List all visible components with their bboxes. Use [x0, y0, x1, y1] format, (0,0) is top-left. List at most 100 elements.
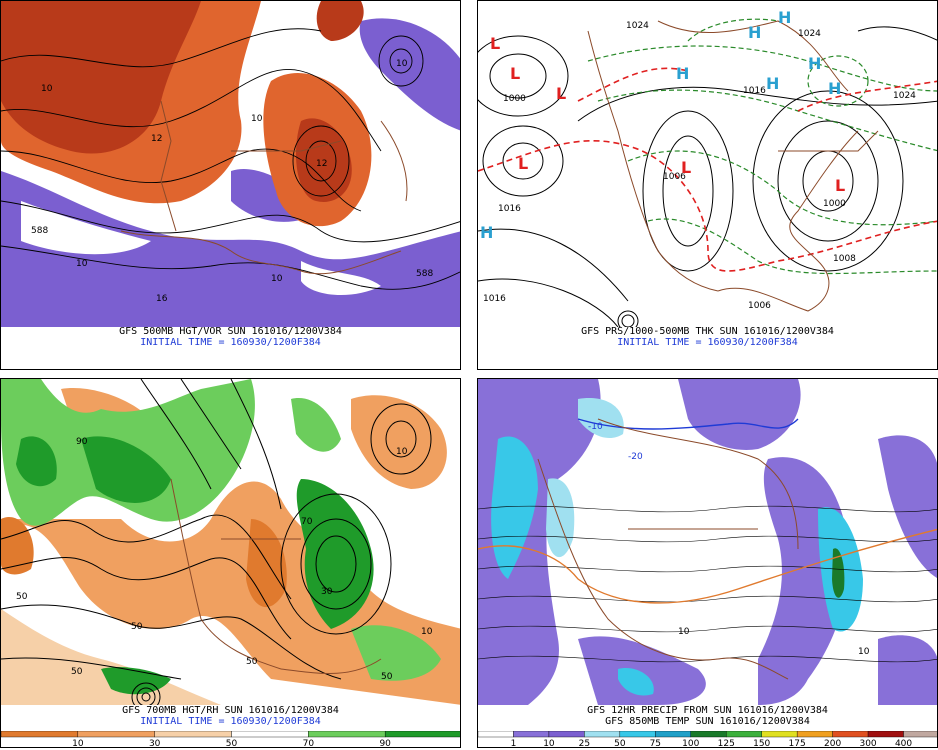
- isobar-label: 1024: [626, 21, 649, 31]
- precip-area: [491, 436, 538, 579]
- isotherm-label: -20: [628, 452, 643, 462]
- contour-label: 10: [76, 259, 88, 269]
- legend-label: 150: [753, 739, 770, 747]
- isotherm-label: 10: [678, 627, 690, 637]
- product-subtitle: GFS 850MB TEMP SUN 161016/1200V384: [605, 716, 810, 727]
- legend-swatch: [548, 731, 585, 738]
- contour-label: 50: [71, 667, 83, 677]
- contour-label: 50: [381, 672, 393, 682]
- panel-pressure-thickness: 1024 1000 1006 1016 1000 1008 1024 1016 …: [477, 0, 938, 370]
- contour-label: 50: [131, 622, 143, 632]
- legend-swatch: [478, 731, 514, 738]
- isobar-label: 1000: [503, 94, 526, 104]
- legend-label: 200: [824, 739, 841, 747]
- legend-swatch: [154, 731, 232, 738]
- legend-label: 25: [579, 739, 590, 747]
- rh-color-legend: 10 30 50 70 90: [1, 731, 460, 747]
- panel-precip-850mb-temp: -10 -20 10 10 GFS 12HR PRECIP FROM SUN 1…: [477, 378, 938, 748]
- legend-label: 30: [149, 739, 161, 747]
- isobar-label: 1008: [833, 254, 856, 264]
- isobar-label: 1000: [823, 199, 846, 209]
- contour-label: 10: [421, 627, 433, 637]
- low-pressure-marker: L: [835, 176, 845, 195]
- legend-label: 70: [303, 739, 315, 747]
- high-pressure-marker: H: [808, 54, 821, 73]
- map-precip-temp: -10 -20 10 10: [478, 379, 937, 705]
- positive-vorticity-area: [1, 1, 201, 154]
- legend-label: 75: [650, 739, 661, 747]
- high-pressure-marker: H: [748, 23, 761, 42]
- contour-label: 16: [156, 294, 168, 304]
- dry-area: [1, 481, 460, 705]
- legend-swatch: [796, 731, 833, 738]
- contour-label: 588: [31, 226, 48, 236]
- low-pressure-marker: L: [556, 84, 566, 103]
- legend-swatch: [867, 731, 904, 738]
- negative-vorticity-area: [359, 18, 460, 131]
- legend-swatch: [1, 731, 79, 738]
- caption: GFS 500MB HGT/VOR SUN 161016/1200V384 IN…: [1, 326, 460, 348]
- contour-label: 50: [16, 592, 28, 602]
- contour-label: 10: [271, 274, 283, 284]
- precip-area: [578, 636, 706, 705]
- map-pressure-thickness: 1024 1000 1006 1016 1000 1008 1024 1016 …: [478, 1, 937, 327]
- contour-label: 588: [416, 269, 433, 279]
- map-500mb-vorticity: 588 10 10 12 10 12 10 16 10 588: [1, 1, 460, 327]
- contour-label: 50: [246, 657, 258, 667]
- legend-label: 300: [859, 739, 876, 747]
- legend-swatch: [513, 731, 550, 738]
- legend-swatch: [903, 731, 937, 738]
- legend-swatch: [690, 731, 727, 738]
- caption: GFS PRS/1000-500MB THK SUN 161016/1200V3…: [478, 326, 937, 348]
- caption: GFS 12HR PRECIP FROM SUN 161016/1200V384…: [478, 705, 937, 727]
- legend-label: 175: [789, 739, 806, 747]
- initial-time: INITIAL TIME = 160930/1200F384: [617, 337, 798, 348]
- isobar-label: 1016: [483, 294, 506, 304]
- product-title: GFS 12HR PRECIP FROM SUN 161016/1200V384: [587, 705, 828, 716]
- contour-label: 10: [41, 84, 53, 94]
- legend-swatch: [726, 731, 762, 738]
- product-title: GFS PRS/1000-500MB THK SUN 161016/1200V3…: [581, 326, 834, 337]
- high-pressure-marker: H: [778, 8, 791, 27]
- initial-time: INITIAL TIME = 160930/1200F384: [140, 337, 321, 348]
- dry-area: [351, 395, 447, 489]
- moist-area: [291, 398, 341, 452]
- legend-label: 100: [682, 739, 699, 747]
- legend-swatch: [619, 731, 656, 738]
- contour-label: 10: [251, 114, 263, 124]
- positive-vorticity-area: [316, 1, 364, 41]
- precip-area: [678, 379, 801, 450]
- legend-swatch: [584, 731, 621, 738]
- moist-area: [81, 436, 171, 503]
- product-title: GFS 500MB HGT/VOR SUN 161016/1200V384: [119, 326, 342, 337]
- caption: GFS 700MB HGT/RH SUN 161016/1200V384 INI…: [1, 705, 460, 727]
- moist-area: [16, 436, 57, 487]
- precip-color-legend: 1 10 25 50 75 100 125 150 175 200 300 400: [478, 731, 937, 747]
- panel-500mb-vorticity: 588 10 10 12 10 12 10 16 10 588 GFS 500M…: [0, 0, 461, 370]
- dry-area: [246, 519, 287, 608]
- legend-swatch: [655, 731, 691, 738]
- legend-label: 10: [72, 739, 84, 747]
- precip-area: [832, 548, 845, 598]
- legend-label: 1: [511, 739, 517, 747]
- contour-label: 10: [396, 447, 408, 457]
- high-pressure-marker: H: [766, 74, 779, 93]
- legend-swatch: [231, 731, 309, 738]
- legend-swatch: [832, 731, 869, 738]
- isobar-label: 1016: [743, 86, 766, 96]
- legend-swatch: [77, 731, 155, 738]
- contour-label: 70: [301, 517, 313, 527]
- legend-label: 50: [226, 739, 238, 747]
- panel-700mb-rh: 50 50 90 50 70 10 30 50 10 50 GFS 700MB …: [0, 378, 461, 748]
- initial-time: INITIAL TIME = 160930/1200F384: [140, 716, 321, 727]
- positive-vorticity-area: [296, 118, 352, 202]
- moist-area: [296, 479, 374, 629]
- legend-swatch: [761, 731, 798, 738]
- high-pressure-marker: H: [480, 223, 493, 242]
- low-pressure-marker: L: [510, 64, 520, 83]
- low-pressure-marker: L: [681, 158, 691, 177]
- contour-label: 12: [151, 134, 162, 144]
- contour-label: 10: [396, 59, 408, 69]
- legend-label: 400: [895, 739, 912, 747]
- contour-label: 12: [316, 159, 327, 169]
